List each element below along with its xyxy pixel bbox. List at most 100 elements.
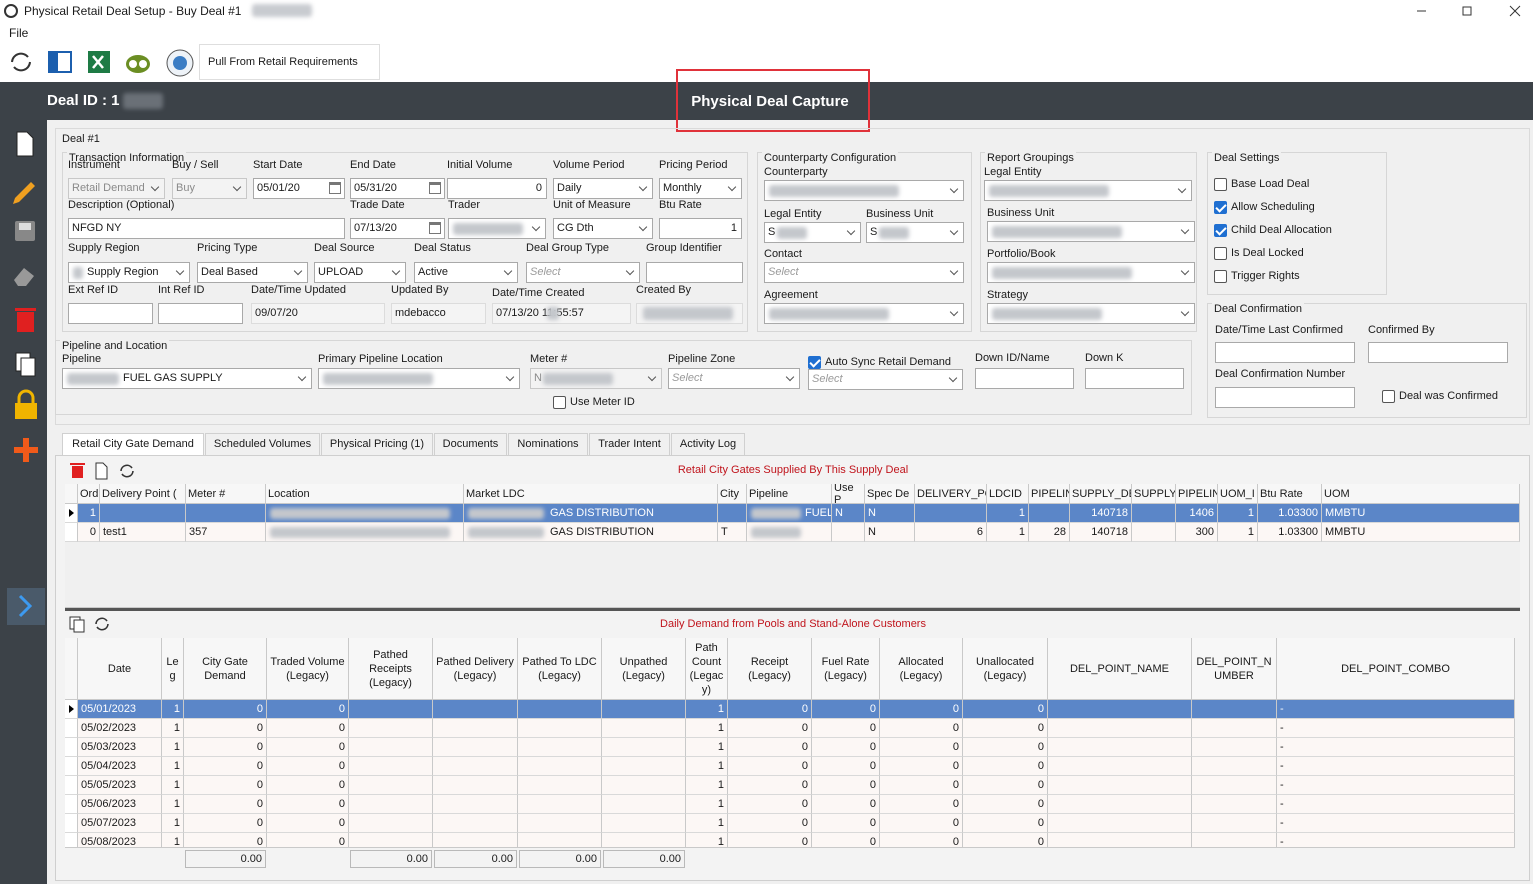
- checkbox-option[interactable]: Child Deal Allocation: [1214, 223, 1394, 237]
- toolbar-button[interactable]: Pull From Retail Requirements: [199, 44, 380, 80]
- text-input[interactable]: [975, 368, 1074, 389]
- grid-row[interactable]: 05/08/2023 1 0 0 1 0 0 0 0-: [65, 833, 1515, 847]
- dropdown[interactable]: [984, 180, 1192, 201]
- text-input[interactable]: 1: [659, 218, 742, 239]
- checkbox-option[interactable]: Use Meter ID: [553, 395, 733, 409]
- dropdown[interactable]: FUEL GAS SUPPLY: [62, 368, 312, 389]
- dropdown[interactable]: Select: [808, 369, 963, 390]
- dropdown[interactable]: N: [530, 368, 662, 389]
- dropdown[interactable]: [764, 180, 964, 201]
- text-input[interactable]: NFGD NY: [68, 218, 345, 239]
- dropdown[interactable]: [987, 303, 1195, 324]
- grid-row[interactable]: 1 GAS DISTRIBUTION FUEL N N 1 140718 1406 1 1.033…: [65, 504, 1520, 523]
- dropdown[interactable]: Monthly: [659, 178, 742, 199]
- checkbox-option[interactable]: Base Load Deal: [1214, 177, 1394, 191]
- grid-cell: -: [1277, 795, 1515, 814]
- dropdown[interactable]: [318, 368, 520, 389]
- readonly-field[interactable]: mdebacco: [391, 303, 486, 324]
- dropdown[interactable]: [987, 262, 1195, 283]
- dropdown[interactable]: [987, 221, 1195, 242]
- dropdown[interactable]: Buy: [172, 178, 247, 199]
- dropdown-arrow: [949, 226, 959, 236]
- row-selector: [65, 504, 78, 523]
- dropdown[interactable]: Select: [764, 262, 964, 283]
- grid-row[interactable]: 05/04/2023 1 0 0 1 0 0 0 0-: [65, 757, 1515, 776]
- grid-row[interactable]: 05/05/2023 1 0 0 1 0 0 0 0-: [65, 776, 1515, 795]
- dropdown[interactable]: Select: [526, 262, 640, 283]
- dropdown[interactable]: CG Dth: [553, 218, 653, 239]
- grid-cell: 1: [686, 776, 728, 795]
- tab[interactable]: Retail City Gate Demand: [62, 433, 204, 455]
- grid-cell: [718, 504, 747, 523]
- dropdown[interactable]: [764, 303, 964, 324]
- tab[interactable]: Physical Pricing (1): [321, 433, 433, 455]
- deal-id: Deal ID : 1: [47, 92, 120, 109]
- dropdown[interactable]: Retail Demand: [68, 178, 165, 199]
- checkbox-option[interactable]: Is Deal Locked: [1214, 246, 1394, 260]
- grid-cell: -: [1277, 776, 1515, 795]
- grid-cell: 0: [880, 738, 963, 757]
- grid-cell: [433, 795, 518, 814]
- grid-row[interactable]: 05/01/2023 1 0 0 1 0 0 0 0-: [65, 700, 1515, 719]
- dropdown[interactable]: Deal Based: [197, 262, 308, 283]
- sidebar-icons[interactable]: [0, 120, 47, 884]
- grid-row[interactable]: 05/03/2023 1 0 0 1 0 0 0 0-: [65, 738, 1515, 757]
- text-input[interactable]: 0: [447, 178, 547, 199]
- date-input[interactable]: 05/01/20: [253, 178, 345, 199]
- tab[interactable]: Documents: [434, 433, 507, 455]
- toolbar-icons[interactable]: [0, 42, 200, 82]
- dropdown-arrow: [175, 266, 185, 276]
- dropdown[interactable]: Active: [414, 262, 518, 283]
- menu-item[interactable]: File: [9, 26, 29, 40]
- grid-cell: [1132, 504, 1176, 523]
- grid-cell: 0: [267, 776, 349, 795]
- text-input[interactable]: [1368, 342, 1508, 363]
- dropdown[interactable]: [448, 218, 546, 239]
- field-label: Deal Group Type: [526, 242, 609, 254]
- grid-cell: 0: [880, 757, 963, 776]
- field-label: Date/Time Created: [492, 287, 585, 299]
- group-title: Deal Confirmation: [1212, 303, 1305, 316]
- readonly-field[interactable]: 09/07/20: [251, 303, 385, 324]
- readonly-field[interactable]: 07/13/20 11:55:57: [492, 303, 631, 324]
- date-input[interactable]: 07/13/20: [350, 218, 445, 239]
- tab[interactable]: Scheduled Volumes: [205, 433, 320, 455]
- dropdown[interactable]: S: [866, 222, 964, 243]
- checkbox-option[interactable]: Deal was Confirmed: [1382, 389, 1533, 403]
- date-input[interactable]: 05/31/20: [350, 178, 445, 199]
- dropdown[interactable]: S: [764, 222, 861, 243]
- field-value: 0: [535, 182, 542, 194]
- grid-cell: [518, 757, 602, 776]
- text-input[interactable]: [1085, 368, 1184, 389]
- column-header: Location: [266, 484, 464, 504]
- checkbox-option[interactable]: Allow Scheduling: [1214, 200, 1394, 214]
- dropdown[interactable]: UPLOAD: [314, 262, 406, 283]
- tab[interactable]: Trader Intent: [589, 433, 670, 455]
- readonly-field[interactable]: [636, 303, 743, 324]
- dropdown[interactable]: Select: [668, 368, 800, 389]
- grid-row[interactable]: 05/02/2023 1 0 0 1 0 0 0 0-: [65, 719, 1515, 738]
- text-input[interactable]: [646, 262, 743, 283]
- checkbox-option[interactable]: Auto Sync Retail Demand: [808, 355, 988, 369]
- grid-cell: [1048, 738, 1192, 757]
- checkbox-option[interactable]: Trigger Rights: [1214, 269, 1394, 283]
- grid-row[interactable]: 0 test1 357 GAS DISTRIBUTION T N 6 1 28 140718 300…: [65, 523, 1520, 542]
- field-value: Buy: [176, 182, 195, 194]
- grid-cell: -: [1277, 814, 1515, 833]
- dropdown-arrow: [293, 266, 303, 276]
- grid-cell: 0: [728, 776, 812, 795]
- redacted: [992, 267, 1132, 279]
- dropdown[interactable]: Daily: [553, 178, 653, 199]
- tab[interactable]: Nominations: [508, 433, 588, 455]
- text-input[interactable]: [1215, 387, 1355, 408]
- redacted: [769, 308, 889, 320]
- text-input[interactable]: [1215, 342, 1355, 363]
- text-input[interactable]: [68, 303, 153, 324]
- field-label: Unit of Measure: [553, 199, 631, 211]
- grid-row[interactable]: 05/06/2023 1 0 0 1 0 0 0 0-: [65, 795, 1515, 814]
- text-input[interactable]: [158, 303, 243, 324]
- field-value: N: [534, 372, 542, 384]
- tab[interactable]: Activity Log: [671, 433, 745, 455]
- grid-row[interactable]: 05/07/2023 1 0 0 1 0 0 0 0-: [65, 814, 1515, 833]
- dropdown[interactable]: Supply Region: [68, 262, 190, 283]
